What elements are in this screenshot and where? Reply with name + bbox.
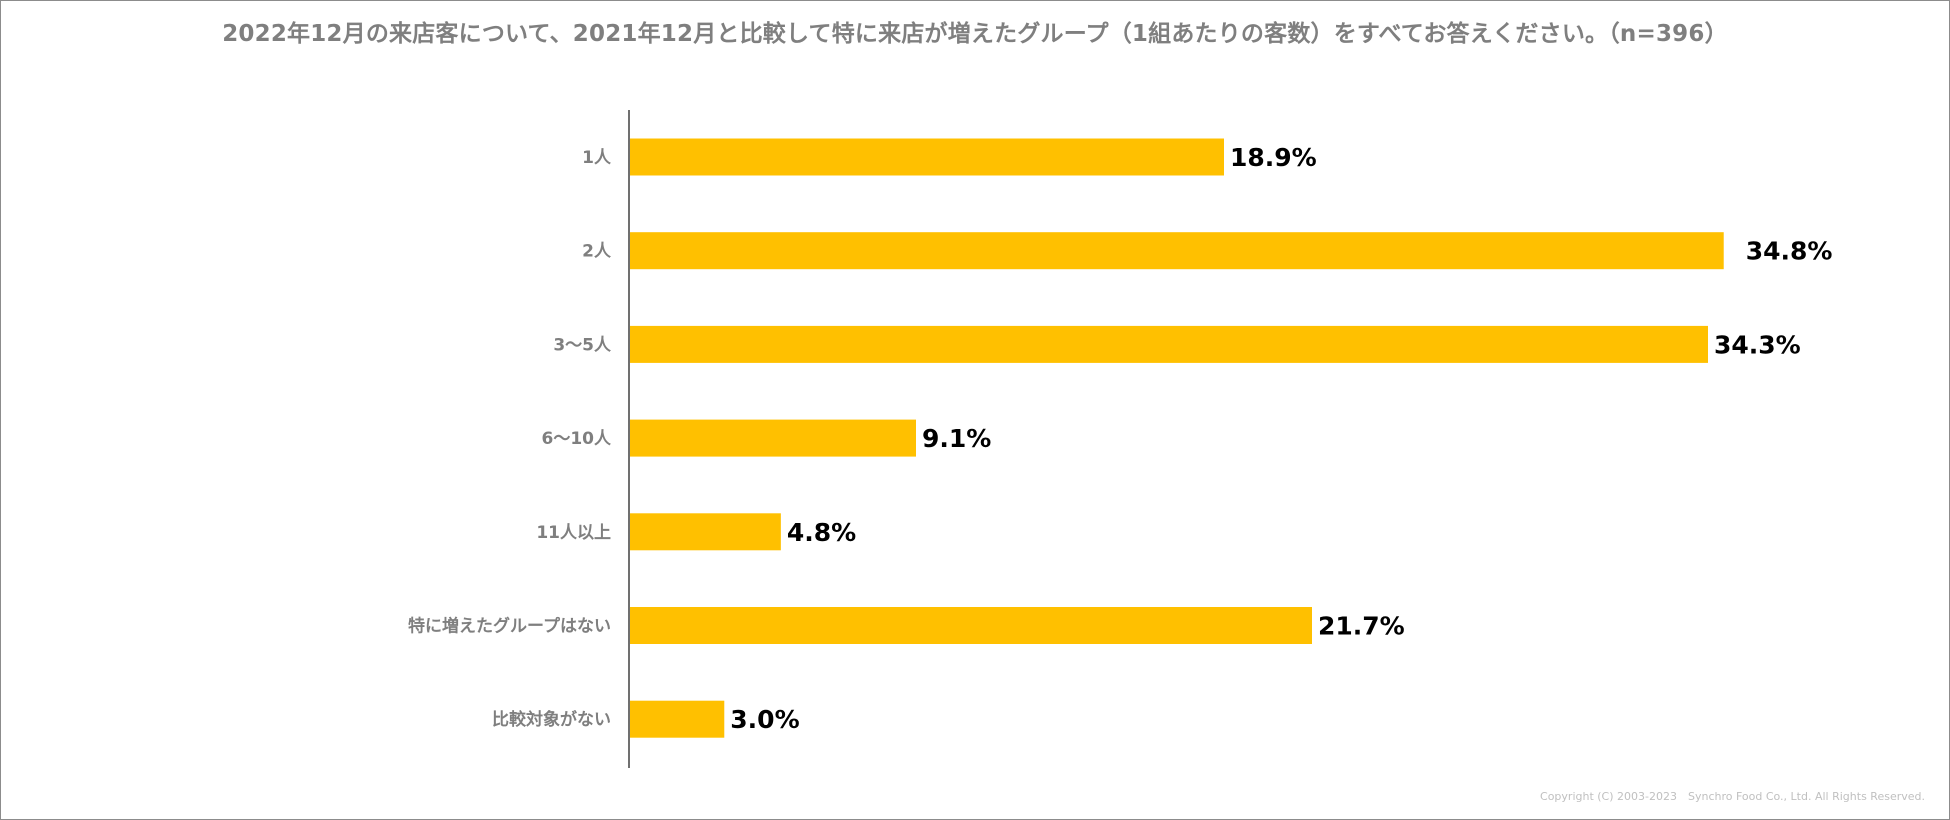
- category-label: 1人: [582, 148, 612, 168]
- category-label: 11人以上: [536, 523, 611, 543]
- value-label: 21.7%: [1318, 612, 1405, 641]
- bar: [630, 232, 1724, 270]
- value-label: 34.3%: [1714, 330, 1801, 359]
- bar: [630, 419, 916, 457]
- category-label: 3～5人: [553, 335, 612, 355]
- category-label: 特に増えたグループはない: [408, 616, 611, 637]
- category-label: 6～10人: [542, 429, 612, 449]
- bar: [630, 607, 1312, 644]
- value-label: 9.1%: [922, 424, 991, 453]
- bar: [630, 513, 781, 551]
- copyright-text: Copyright (C) 2003-2023 Synchro Food Co.…: [1540, 790, 1925, 803]
- value-label: 3.0%: [730, 705, 799, 734]
- bar: [630, 325, 1708, 363]
- bar-group: 1人 18.9% 2人 34.8% 3～5人 34.3% 6～10人 9.1% 11人以上 4.8…: [408, 138, 1833, 738]
- category-label: 比較対象がない: [492, 709, 611, 730]
- chart-title: 2022年12月の来店客について、2021年12月と比較して特に来店が増えたグル…: [222, 21, 1728, 47]
- value-label: 4.8%: [787, 518, 856, 547]
- category-label: 2人: [582, 242, 612, 262]
- bar: [630, 138, 1224, 176]
- bar: [630, 700, 725, 738]
- value-label: 18.9%: [1230, 143, 1317, 172]
- value-label: 34.8%: [1746, 237, 1833, 266]
